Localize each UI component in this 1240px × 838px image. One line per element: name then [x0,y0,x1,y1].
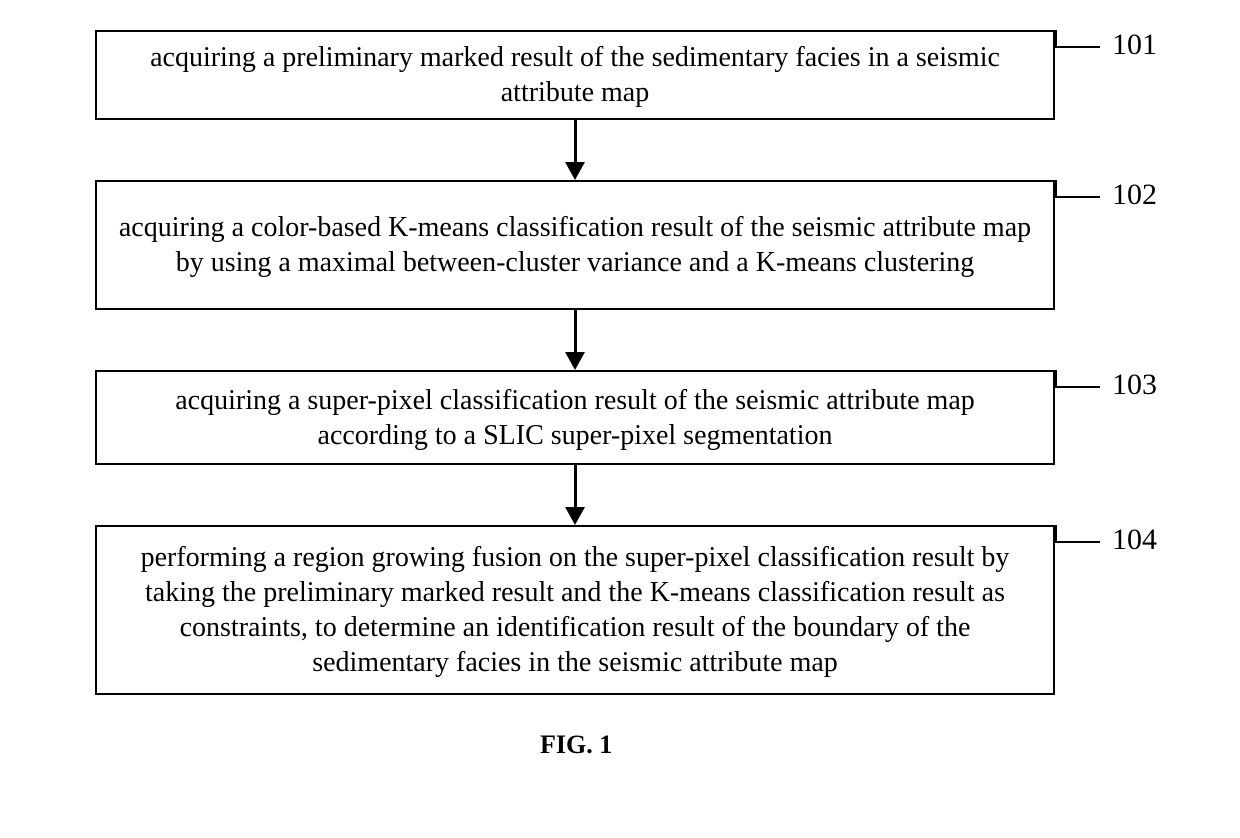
flowchart-label-step2: 102 [1112,178,1157,212]
flowchart-label-step4: 104 [1112,523,1157,557]
flowchart-arrow-line [574,310,577,354]
flowchart-box-step2: acquiring a color-based K-means classifi… [95,180,1055,310]
flowchart-box-step3: acquiring a super-pixel classification r… [95,370,1055,465]
flowchart-canvas: acquiring a preliminary marked result of… [0,0,1240,838]
label-connector-end [1055,180,1057,196]
label-connector-end [1055,30,1057,46]
flowchart-box-text: acquiring a preliminary marked result of… [117,40,1033,110]
figure-caption: FIG. 1 [540,730,612,760]
flowchart-arrow-head [565,352,585,370]
label-connector-end [1055,370,1057,386]
flowchart-arrow-line [574,465,577,509]
flowchart-box-text: acquiring a color-based K-means classifi… [117,210,1033,280]
flowchart-box-step1: acquiring a preliminary marked result of… [95,30,1055,120]
flowchart-arrow-line [574,120,577,164]
flowchart-box-text: performing a region growing fusion on th… [117,540,1033,680]
label-connector [1055,196,1100,198]
label-connector [1055,386,1100,388]
flowchart-arrow-head [565,507,585,525]
flowchart-box-step4: performing a region growing fusion on th… [95,525,1055,695]
label-connector [1055,541,1100,543]
flowchart-box-text: acquiring a super-pixel classification r… [117,383,1033,453]
flowchart-label-step3: 103 [1112,368,1157,402]
label-connector-end [1055,525,1057,541]
label-connector [1055,46,1100,48]
flowchart-label-step1: 101 [1112,28,1157,62]
flowchart-arrow-head [565,162,585,180]
